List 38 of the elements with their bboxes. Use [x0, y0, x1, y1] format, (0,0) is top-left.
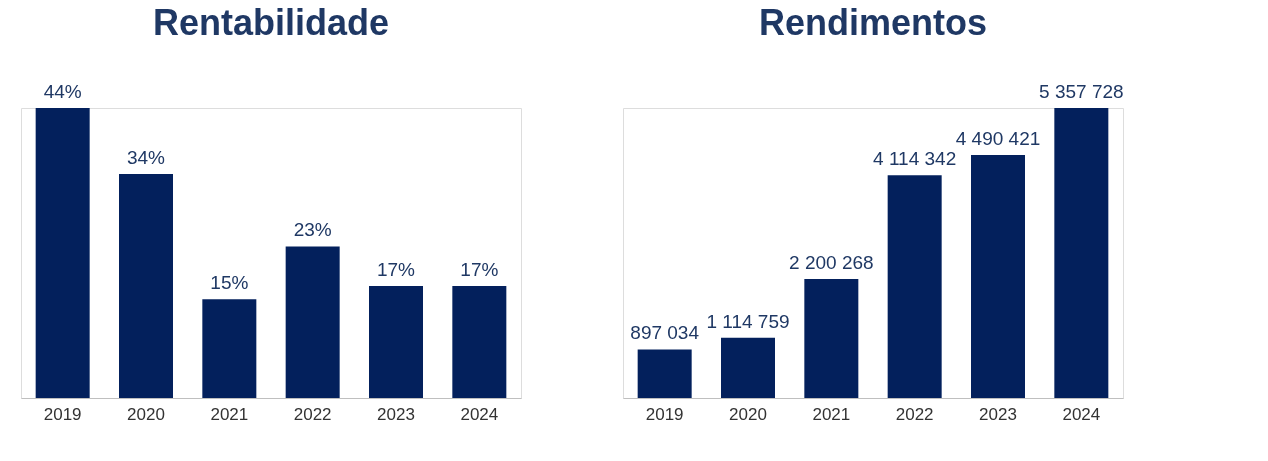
data-label: 17%: [460, 258, 499, 280]
data-label: 5 357 728: [1039, 81, 1124, 102]
data-label: 897 034: [630, 322, 700, 344]
data-label: 4 114 342: [873, 148, 957, 170]
bar: [285, 246, 340, 398]
x-tick-label: 2023: [377, 404, 415, 424]
data-label: 44%: [43, 81, 82, 102]
data-label: 2 200 268: [789, 251, 874, 273]
bar: [369, 285, 423, 398]
x-tick-label: 2021: [210, 404, 249, 424]
bar: [637, 349, 692, 398]
data-label: 23%: [293, 219, 332, 241]
bar: [452, 285, 507, 398]
x-tick-label: 2024: [460, 404, 499, 424]
bar: [35, 108, 90, 398]
bar: [721, 337, 775, 398]
x-tick-label: 2023: [979, 404, 1017, 424]
x-tick-label: 2019: [645, 404, 684, 424]
data-label: 15%: [210, 272, 249, 294]
data-label: 17%: [376, 258, 416, 280]
chart-title: Rendimentos: [758, 2, 988, 43]
bar: [119, 173, 173, 398]
x-tick-label: 2020: [127, 404, 165, 424]
bar: [804, 278, 859, 398]
chart-title: Rentabilidade: [152, 2, 390, 43]
data-label: 1 114 759: [706, 310, 790, 332]
x-tick-label: 2022: [293, 404, 332, 424]
bar: [971, 154, 1025, 398]
bar: [887, 175, 942, 398]
x-tick-label: 2024: [1062, 404, 1101, 424]
data-label: 34%: [126, 146, 166, 168]
data-label: 4 490 421: [955, 127, 1041, 149]
x-tick-label: 2022: [895, 404, 934, 424]
x-tick-label: 2020: [729, 404, 767, 424]
x-tick-label: 2019: [43, 404, 82, 424]
bar: [202, 299, 257, 398]
x-tick-label: 2021: [812, 404, 851, 424]
bar: [1054, 108, 1109, 398]
